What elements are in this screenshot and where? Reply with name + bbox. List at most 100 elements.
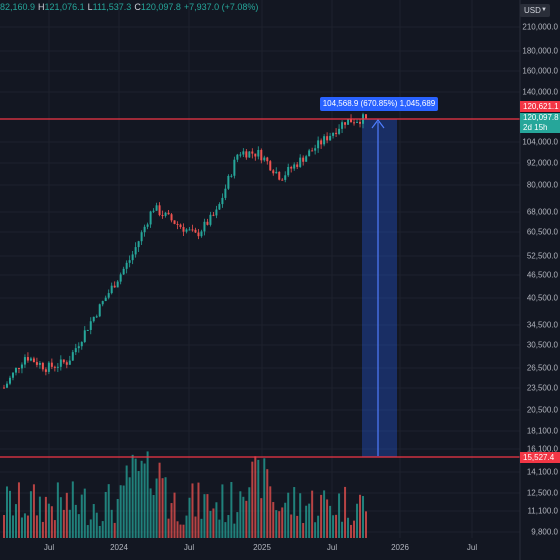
volume-bar bbox=[68, 509, 71, 538]
currency-selector[interactable]: USD ▼ bbox=[520, 4, 550, 17]
candle-body bbox=[107, 293, 110, 298]
candle-body bbox=[326, 136, 329, 141]
price-axis-label: 9,800.0 bbox=[531, 527, 558, 537]
volume-bar bbox=[110, 509, 113, 538]
volume-bar bbox=[125, 465, 128, 538]
candle-body bbox=[173, 220, 176, 224]
volume-bar bbox=[287, 492, 290, 538]
candle-body bbox=[41, 362, 44, 370]
price-axis-label: 60,500.0 bbox=[526, 227, 558, 237]
candle-body bbox=[59, 359, 62, 367]
candle-body bbox=[212, 214, 215, 216]
volume-bar bbox=[194, 516, 197, 538]
time-axis-label: Jul bbox=[183, 543, 195, 552]
volume-bar bbox=[74, 504, 77, 538]
candle-body bbox=[122, 268, 125, 275]
candle-body bbox=[254, 153, 257, 157]
candle-body bbox=[3, 387, 5, 389]
volume-bar bbox=[323, 490, 326, 538]
volume-bar bbox=[242, 496, 245, 538]
volume-bar bbox=[278, 511, 281, 538]
price-axis-label: 180,000.0 bbox=[522, 46, 558, 56]
upper-line-price: 120,621.1 bbox=[523, 102, 559, 111]
candle-body bbox=[38, 362, 41, 365]
volume-bar bbox=[137, 471, 140, 538]
candle-body bbox=[296, 164, 299, 167]
candle-body bbox=[71, 352, 74, 361]
time-axis-label: Jul bbox=[43, 543, 55, 552]
volume-bar bbox=[230, 482, 233, 538]
candle-body bbox=[23, 357, 26, 365]
volume-bar bbox=[26, 515, 29, 538]
price-axis-label: 140,000.0 bbox=[522, 87, 558, 97]
candle-body bbox=[188, 229, 191, 231]
candle-body bbox=[293, 164, 296, 169]
candle-series bbox=[3, 112, 367, 389]
volume-bar bbox=[182, 524, 185, 538]
candle-body bbox=[140, 232, 143, 242]
price-axis-label: 34,500.0 bbox=[526, 320, 558, 330]
candle-body bbox=[89, 321, 92, 330]
price-axis-label: 52,500.0 bbox=[526, 251, 558, 261]
volume-bar bbox=[209, 510, 212, 538]
candle-body bbox=[332, 132, 335, 136]
volume-bar bbox=[146, 451, 149, 538]
volume-bar bbox=[32, 484, 35, 538]
volume-bar bbox=[89, 519, 92, 538]
volume-bar bbox=[308, 503, 311, 538]
candle-body bbox=[245, 151, 248, 158]
candle-body bbox=[308, 150, 311, 157]
candle-body bbox=[113, 285, 116, 288]
ohlc-close-label: C bbox=[134, 2, 141, 12]
upper-line-price-tag: 120,621.1 bbox=[520, 101, 560, 112]
candle-body bbox=[32, 358, 35, 363]
volume-bar bbox=[353, 520, 356, 538]
measure-arrow-head bbox=[371, 119, 385, 129]
candle-body bbox=[128, 260, 131, 263]
candle-body bbox=[146, 224, 149, 227]
candle-body bbox=[74, 348, 77, 353]
candle-body bbox=[134, 247, 137, 255]
volume-bar bbox=[224, 522, 227, 538]
volume-bar bbox=[149, 488, 152, 538]
time-axis-label: 2024 bbox=[110, 543, 128, 552]
volume-bar bbox=[281, 507, 284, 538]
ohlc-open: 82,160.9 bbox=[0, 2, 36, 12]
volume-bar bbox=[248, 487, 251, 538]
candle-body bbox=[269, 161, 272, 171]
volume-bar bbox=[17, 482, 20, 538]
candle-body bbox=[224, 188, 227, 198]
candle-body bbox=[77, 346, 80, 349]
volume-bar bbox=[29, 491, 32, 538]
volume-bar bbox=[200, 518, 203, 538]
candle-body bbox=[263, 157, 266, 161]
candle-body bbox=[299, 157, 302, 167]
candle-body bbox=[239, 154, 242, 156]
candle-body bbox=[281, 179, 284, 181]
ohlc-high: 121,076.1 bbox=[44, 2, 85, 12]
chart-grid bbox=[0, 0, 520, 538]
volume-bar bbox=[356, 503, 359, 538]
volume-bar bbox=[260, 498, 263, 538]
candle-body bbox=[47, 362, 50, 372]
volume-bar bbox=[332, 515, 335, 538]
ohlc-low: 111,537.3 bbox=[92, 2, 132, 12]
last-price-tag: 120,097.8 2d 15h bbox=[520, 113, 560, 133]
volume-bar bbox=[266, 469, 269, 538]
volume-bar bbox=[38, 496, 41, 538]
volume-bar bbox=[83, 488, 86, 538]
volume-bar bbox=[122, 485, 125, 538]
price-axis-label: 46,500.0 bbox=[526, 270, 558, 280]
volume-bar bbox=[77, 514, 80, 538]
candle-body bbox=[191, 229, 194, 231]
candle-body bbox=[65, 362, 68, 365]
candle-body bbox=[152, 210, 155, 212]
candle-body bbox=[155, 205, 158, 211]
price-axis-label: 30,500.0 bbox=[526, 340, 558, 350]
volume-bar bbox=[44, 496, 47, 538]
volume-bar bbox=[128, 477, 131, 538]
volume-bar bbox=[176, 521, 179, 538]
price-axis-label: 26,500.0 bbox=[526, 363, 558, 373]
volume-bar bbox=[269, 486, 272, 538]
